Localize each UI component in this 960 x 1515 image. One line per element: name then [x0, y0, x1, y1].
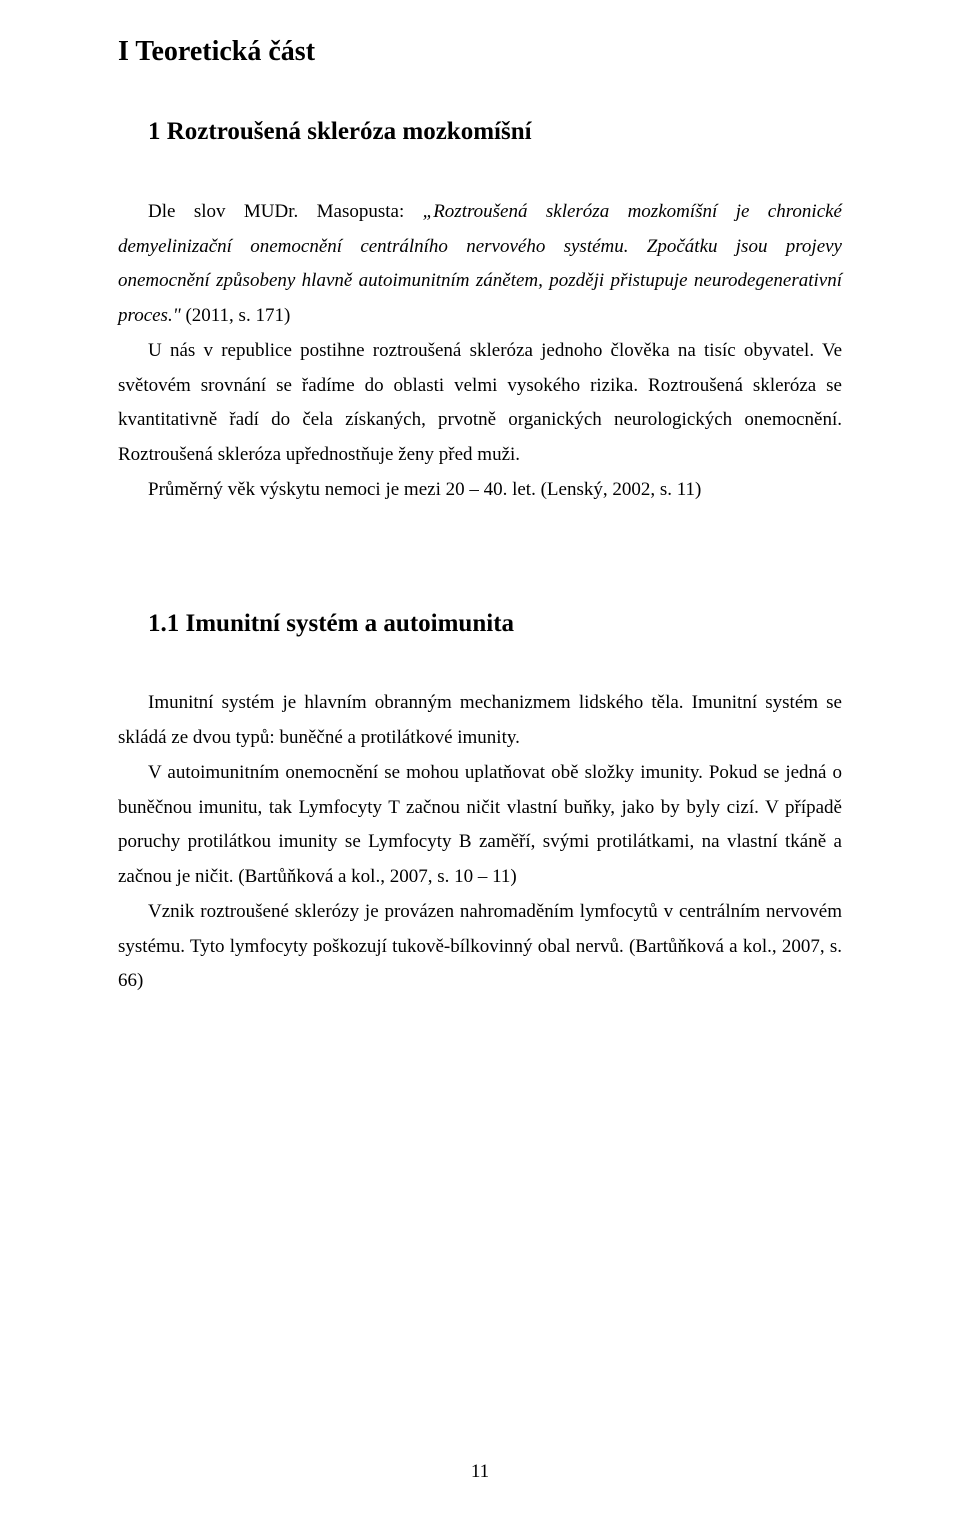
paragraph: Dle slov MUDr. Masopusta: „Roztroušená s…: [118, 195, 842, 334]
section-1-1-body: Imunitní systém je hlavním obranným mech…: [118, 686, 842, 999]
heading-chapter: 1 Roztroušená skleróza mozkomíšní: [118, 116, 842, 149]
document-page: I Teoretická část 1 Roztroušená skleróza…: [0, 0, 960, 1515]
paragraph: V autoimunitním onemocnění se mohou upla…: [118, 756, 842, 895]
paragraph: Průměrný věk výskytu nemoci je mezi 20 –…: [118, 473, 842, 508]
text-run: Dle slov MUDr. Masopusta:: [148, 201, 423, 222]
page-number: 11: [0, 1461, 960, 1483]
paragraph: Vznik roztroušené sklerózy je provázen n…: [118, 895, 842, 999]
text-run: (2011, s. 171): [181, 305, 291, 326]
heading-part: I Teoretická část: [118, 34, 842, 70]
heading-section: 1.1 Imunitní systém a autoimunita: [118, 608, 842, 641]
paragraph: U nás v republice postihne roztroušená s…: [118, 334, 842, 473]
paragraph: Imunitní systém je hlavním obranným mech…: [118, 686, 842, 756]
section-1-body: Dle slov MUDr. Masopusta: „Roztroušená s…: [118, 195, 842, 508]
